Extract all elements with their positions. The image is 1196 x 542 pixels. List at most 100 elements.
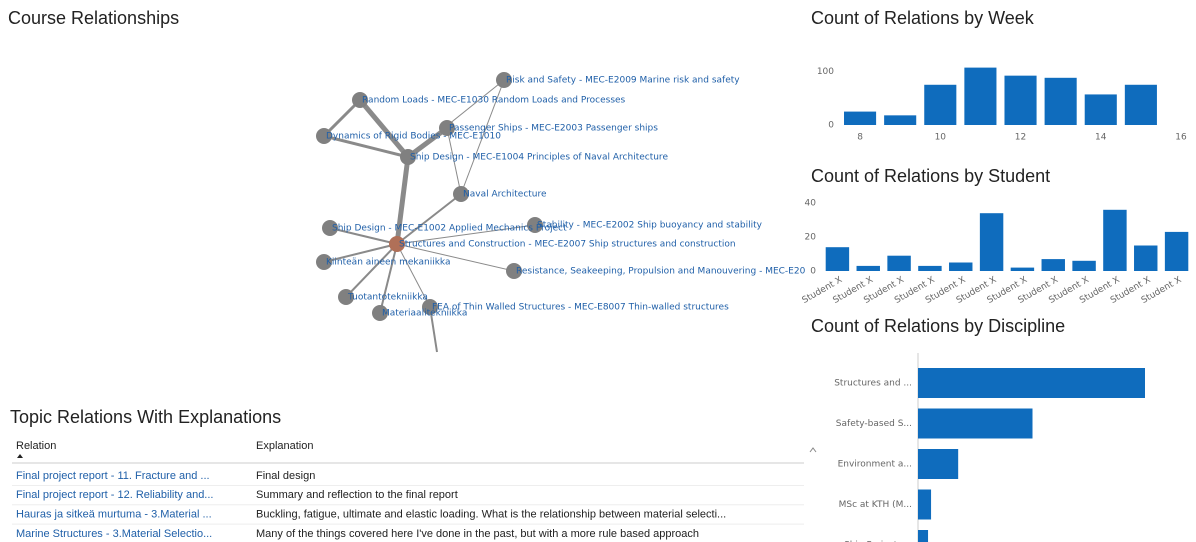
bar[interactable]: [825, 247, 850, 271]
bar[interactable]: [979, 213, 1004, 271]
bar[interactable]: [844, 111, 877, 125]
node[interactable]: [400, 149, 416, 165]
sort-arrow[interactable]: [17, 454, 23, 458]
node-label[interactable]: Passenger Ships - MEC-E2003 Passenger sh…: [449, 124, 658, 134]
edge: [396, 224, 536, 245]
edge: [345, 243, 398, 298]
table-body: Final project report - 11. Fracture and …: [12, 470, 804, 540]
scroll-up[interactable]: [809, 447, 817, 453]
chart-title: Count of Relations by Discipline: [811, 316, 1065, 336]
x-tick-label: 14: [1095, 133, 1107, 143]
relation-cell[interactable]: Final project report - 11. Fracture and …: [16, 470, 210, 482]
node[interactable]: [372, 305, 388, 321]
table-header[interactable]: Explanation: [256, 440, 314, 452]
x-tick-label: 8: [857, 133, 863, 143]
bar[interactable]: [884, 115, 917, 125]
node-label[interactable]: Ship Design - MEC-E1002 Applied Mechanic…: [332, 224, 567, 234]
node-label[interactable]: Structures and Construction - MEC-E2007 …: [399, 240, 736, 250]
node[interactable]: [322, 220, 338, 236]
node-label[interactable]: Naval Architecture: [463, 190, 547, 200]
edge: [323, 134, 409, 159]
chart-title: Count of Relations by Student: [811, 166, 1050, 186]
edge: [460, 79, 505, 195]
bar[interactable]: [918, 368, 1145, 398]
node-label[interactable]: Random Loads - MEC-E1030 Random Loads an…: [362, 96, 626, 106]
node[interactable]: [496, 72, 512, 88]
bar[interactable]: [856, 265, 880, 271]
node[interactable]: [422, 299, 438, 315]
y-tick-label: Safety-based S...: [836, 419, 912, 429]
chart-title: Count of Relations by Week: [811, 8, 1035, 28]
bar[interactable]: [924, 84, 957, 125]
node-label[interactable]: Stability - MEC-E2002 Ship buoyancy and …: [537, 221, 763, 231]
node-label[interactable]: Risk and Safety - MEC-E2009 Marine risk …: [506, 76, 740, 86]
table-header[interactable]: Relation: [16, 440, 56, 452]
bar[interactable]: [1010, 267, 1035, 271]
edge: [323, 243, 398, 263]
bar[interactable]: [1103, 209, 1127, 271]
bar[interactable]: [949, 262, 973, 272]
bar[interactable]: [1084, 94, 1117, 125]
y-tick-label: Environment a...: [838, 460, 912, 470]
explanation-cell: Buckling, fatigue, ultimate and elastic …: [256, 509, 726, 521]
bar[interactable]: [918, 530, 929, 542]
bar[interactable]: [964, 67, 997, 125]
node[interactable]: [506, 263, 522, 279]
node[interactable]: [527, 217, 543, 233]
bar[interactable]: [918, 408, 1033, 439]
explanation-cell: Many of the things covered here I've don…: [256, 528, 699, 540]
relation-cell[interactable]: Final project report - 12. Reliability a…: [16, 489, 213, 501]
network-title: Course Relationships: [8, 8, 179, 28]
y-tick-label: Structures and ...: [834, 379, 912, 389]
explanation-cell: Final design: [256, 470, 315, 482]
edge: [396, 243, 431, 308]
x-tick-label: 10: [935, 133, 947, 143]
bar[interactable]: [887, 255, 911, 271]
node[interactable]: [352, 92, 368, 108]
node-label[interactable]: Tuotantotekniikka: [347, 293, 428, 303]
node-label[interactable]: Kiinteän aineen mekaniikka: [326, 258, 450, 268]
node[interactable]: [338, 289, 354, 305]
node-label[interactable]: Resistance, Seakeeping, Propulsion and M…: [516, 267, 806, 277]
x-tick-label: 16: [1175, 133, 1187, 143]
node-label[interactable]: Materiaalitekniikka: [382, 309, 467, 319]
edge: [322, 98, 362, 138]
y-tick-label: 100: [817, 67, 834, 77]
bar[interactable]: [918, 265, 942, 271]
node[interactable]: [316, 254, 332, 270]
bar[interactable]: [1134, 245, 1158, 272]
edge: [379, 243, 398, 314]
table-title: Topic Relations With Explanations: [10, 407, 281, 427]
node-label[interactable]: Dynamics of Rigid Bodies - MEC-E1010: [326, 132, 501, 142]
edge: [329, 227, 398, 245]
node[interactable]: [453, 186, 469, 202]
node-label[interactable]: FEA of Thin Walled Structures - MEC-E800…: [432, 303, 729, 313]
node[interactable]: [439, 120, 455, 136]
node[interactable]: [389, 236, 405, 252]
bar[interactable]: [1164, 231, 1189, 271]
y-tick-label: 0: [828, 121, 834, 131]
edge: [407, 79, 505, 158]
y-tick-label: 0: [810, 267, 816, 277]
y-tick-label: 40: [805, 199, 817, 209]
bar[interactable]: [1124, 84, 1157, 125]
bar[interactable]: [1072, 260, 1096, 271]
y-tick-label: Ship Project -...: [844, 541, 912, 542]
bar[interactable]: [918, 449, 959, 479]
edge: [396, 243, 515, 272]
charts: Count of Relations by Week 0 100 8 10 12 14 16 C…: [801, 8, 1189, 542]
node[interactable]: [316, 128, 332, 144]
explanation-cell: Summary and reflection to the final repo…: [256, 489, 458, 501]
network: Risk and Safety - MEC-E2009 Marine risk …: [316, 72, 806, 353]
edge: [446, 127, 462, 195]
y-tick-label: 20: [805, 233, 817, 243]
relation-cell[interactable]: Hauras ja sitkeä murtuma - 3.Material ..…: [16, 509, 212, 521]
bar[interactable]: [1044, 77, 1077, 125]
node-label[interactable]: Ship Design - MEC-E1004 Principles of Na…: [410, 153, 668, 163]
relation-cell[interactable]: Marine Structures - 3.Material Selectio.…: [16, 528, 212, 540]
bar[interactable]: [1041, 259, 1065, 271]
bar[interactable]: [1004, 75, 1037, 125]
bar[interactable]: [918, 489, 932, 520]
edge: [394, 156, 411, 245]
